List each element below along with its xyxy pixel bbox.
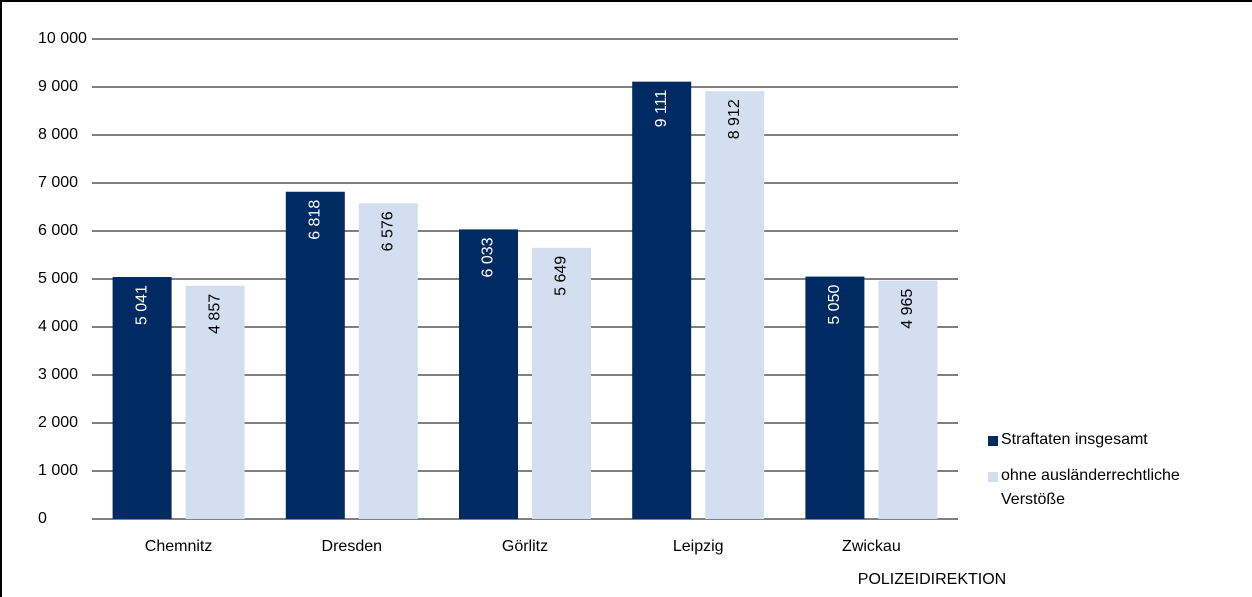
data-label: 9 111 bbox=[653, 90, 670, 128]
data-label: 4 857 bbox=[206, 294, 223, 334]
legend-swatch bbox=[988, 472, 998, 482]
bar bbox=[805, 276, 865, 519]
x-tick-label: Görlitz bbox=[502, 538, 548, 555]
bar bbox=[878, 280, 938, 519]
legend-item: Straftaten insgesamt bbox=[988, 428, 1238, 452]
bar bbox=[285, 191, 345, 519]
bar bbox=[185, 285, 245, 519]
data-label: 4 965 bbox=[899, 289, 916, 329]
y-tick-label: 2 000 bbox=[38, 414, 78, 431]
y-tick-label: 9 000 bbox=[38, 78, 78, 95]
data-label: 8 912 bbox=[726, 99, 743, 139]
y-tick-label: 8 000 bbox=[38, 126, 78, 143]
legend-label: ohne ausländerrechtliche Verstöße bbox=[1001, 467, 1180, 508]
legend-item: ohne ausländerrechtliche Verstöße bbox=[988, 464, 1238, 512]
bar bbox=[459, 229, 518, 519]
bar bbox=[632, 81, 692, 519]
data-label: 5 050 bbox=[826, 285, 843, 325]
legend: Straftaten insgesamt ohne ausländerrechtl… bbox=[988, 428, 1238, 524]
bar bbox=[112, 277, 172, 519]
data-label: 5 041 bbox=[133, 285, 150, 325]
legend-swatch bbox=[988, 436, 998, 446]
y-tick-label: 10 000 bbox=[38, 30, 87, 47]
data-label: 6 576 bbox=[380, 211, 397, 251]
x-tick-label: Zwickau bbox=[842, 538, 901, 555]
y-tick-label: 7 000 bbox=[38, 174, 78, 191]
bar bbox=[358, 203, 418, 520]
y-tick-label: 4 000 bbox=[38, 318, 78, 335]
data-label: 6 818 bbox=[307, 200, 324, 240]
bar bbox=[705, 91, 765, 519]
x-axis-label: POLIZEIDIREKTION bbox=[858, 571, 1006, 588]
y-tick-label: 0 bbox=[38, 510, 47, 527]
x-tick-label: Dresden bbox=[322, 538, 382, 555]
x-tick-label: Leipzig bbox=[673, 538, 724, 555]
y-tick-label: 1 000 bbox=[38, 462, 78, 479]
y-tick-label: 5 000 bbox=[38, 270, 78, 287]
y-tick-label: 3 000 bbox=[38, 366, 78, 383]
legend-label: Straftaten insgesamt bbox=[1001, 431, 1148, 448]
y-tick-label: 6 000 bbox=[38, 222, 78, 239]
data-label: 6 033 bbox=[480, 237, 497, 277]
x-tick-label: Chemnitz bbox=[145, 538, 213, 555]
bar bbox=[532, 247, 591, 519]
data-label: 5 649 bbox=[553, 256, 570, 296]
